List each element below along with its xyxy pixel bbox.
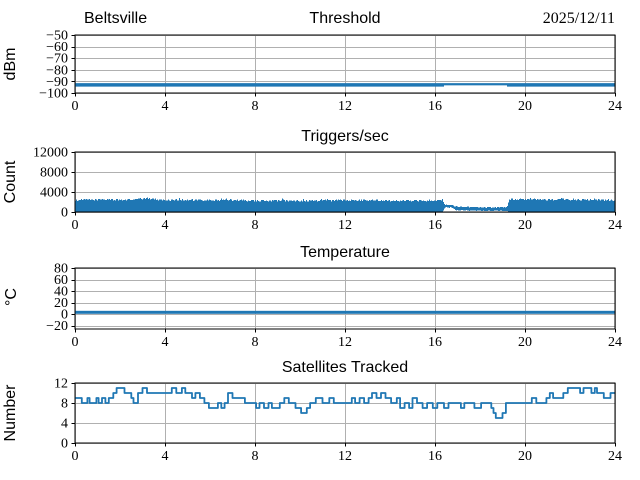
x-tick-label: 12: [338, 335, 352, 350]
series-triggers: [75, 197, 615, 212]
y-tick-label: −20: [46, 319, 68, 334]
y-tick-label: 8: [61, 397, 68, 412]
x-tick-label: 12: [338, 99, 352, 114]
ylabel-degc: °C: [3, 288, 20, 306]
x-tick-label: 20: [518, 99, 532, 114]
plot-title-temperature: Temperature: [300, 244, 390, 261]
series-threshold-dbm-quiet: [444, 83, 507, 86]
x-tick-label: 16: [428, 218, 442, 233]
x-tick-label: 4: [162, 449, 169, 464]
y-tick-label: −100: [39, 87, 68, 102]
y-tick-label: 12000: [33, 146, 68, 161]
y-tick-label: 40: [54, 285, 68, 300]
y-tick-label: 20: [54, 296, 68, 311]
y-tick-label: −60: [46, 40, 68, 55]
station-title: Beltsville: [84, 10, 148, 27]
y-tick-label: −80: [46, 63, 68, 78]
x-tick-label: 24: [608, 218, 622, 233]
x-tick-label: 0: [72, 99, 79, 114]
x-tick-label: 8: [252, 335, 259, 350]
x-tick-label: 20: [518, 218, 532, 233]
x-tick-label: 4: [162, 335, 169, 350]
y-tick-label: 8000: [40, 166, 68, 181]
x-tick-label: 20: [518, 335, 532, 350]
x-tick-label: 12: [338, 449, 352, 464]
y-tick-label: −70: [46, 52, 68, 67]
y-tick-label: −50: [46, 29, 68, 44]
plot-title-satellites: Satellites Tracked: [281, 359, 409, 376]
series-threshold-dbm: [507, 83, 615, 87]
x-tick-label: 20: [518, 449, 532, 464]
series-temperature-c: [75, 310, 615, 314]
y-tick-label: −90: [46, 75, 68, 90]
x-tick-label: 8: [252, 449, 259, 464]
y-tick-label: 0: [61, 437, 68, 452]
series-satellites: [75, 387, 615, 419]
ylabel-number: Number: [2, 384, 19, 442]
date-label: 2025/12/11: [542, 10, 615, 27]
y-tick-label: 80: [54, 262, 68, 277]
y-tick-label: 60: [54, 273, 68, 288]
y-tick-label: 4000: [40, 186, 68, 201]
x-tick-label: 16: [428, 335, 442, 350]
x-tick-label: 16: [428, 449, 442, 464]
x-tick-label: 8: [252, 218, 259, 233]
x-tick-label: 16: [428, 99, 442, 114]
x-tick-label: 8: [252, 99, 259, 114]
y-tick-label: 0: [61, 206, 68, 221]
x-tick-label: 4: [162, 218, 169, 233]
x-tick-label: 24: [608, 99, 622, 114]
x-tick-label: 0: [72, 449, 79, 464]
x-tick-label: 0: [72, 218, 79, 233]
x-tick-label: 24: [608, 449, 622, 464]
x-tick-label: 24: [608, 335, 622, 350]
x-tick-label: 12: [338, 218, 352, 233]
plot-title-threshold: Threshold: [309, 10, 381, 27]
plot-title-triggers: Triggers/sec: [301, 128, 389, 145]
x-tick-label: 4: [162, 99, 169, 114]
y-tick-label: 0: [61, 308, 68, 323]
ylabel-count: Count: [2, 160, 19, 204]
y-tick-label: 4: [61, 417, 68, 432]
ylabel-dbm: dBm: [2, 47, 19, 81]
series-threshold-dbm: [75, 83, 444, 87]
x-tick-label: 0: [72, 335, 79, 350]
y-tick-label: 12: [54, 377, 68, 392]
